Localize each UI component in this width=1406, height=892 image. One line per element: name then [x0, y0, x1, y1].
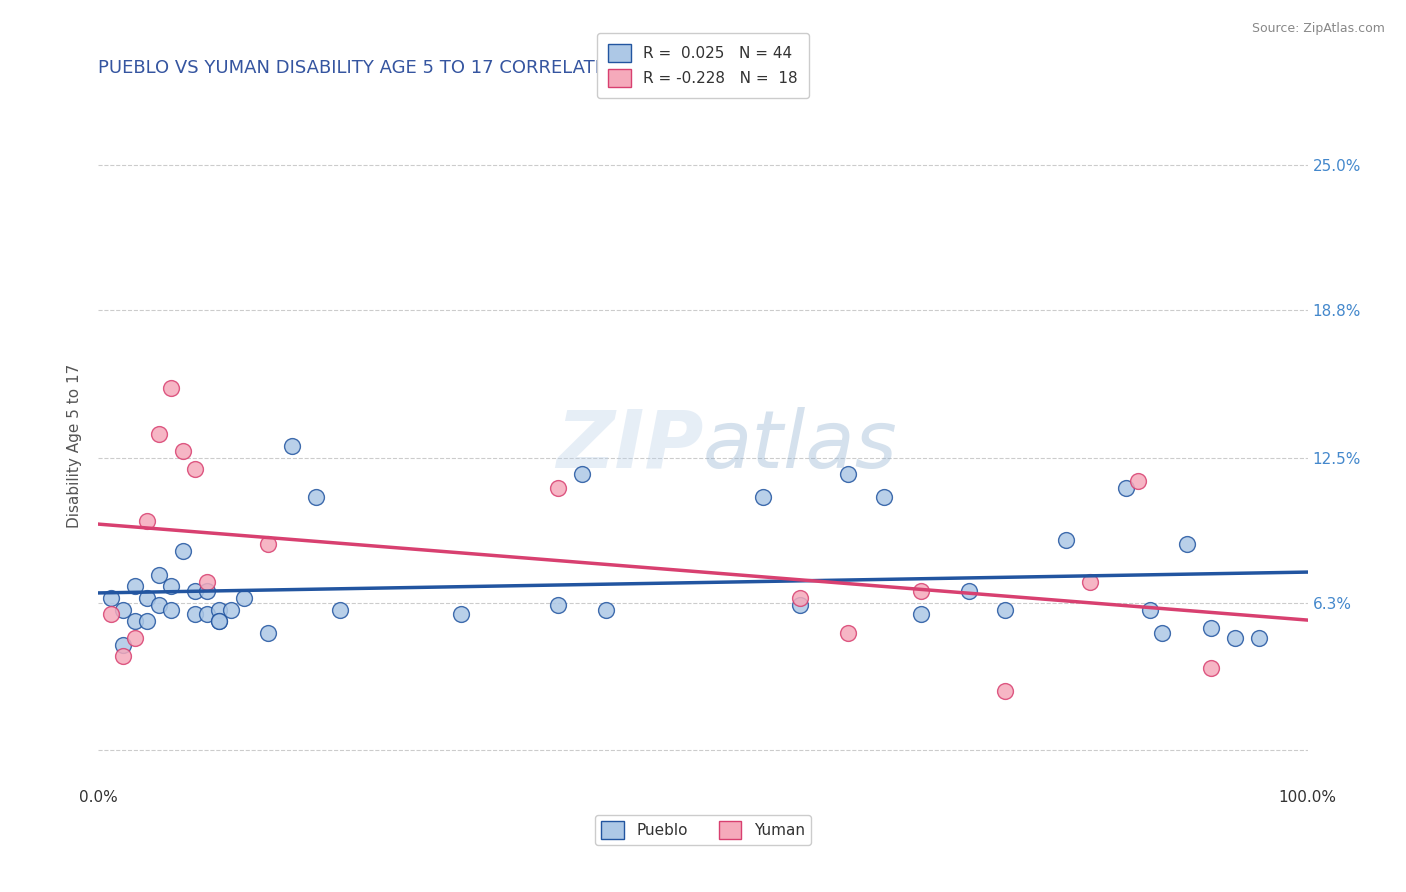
Point — [172, 544, 194, 558]
Legend: Pueblo, Yuman: Pueblo, Yuman — [595, 815, 811, 845]
Point — [135, 514, 157, 528]
Point — [160, 579, 183, 593]
Point — [221, 602, 243, 616]
Point — [957, 583, 980, 598]
Y-axis label: Disability Age 5 to 17: Disability Age 5 to 17 — [67, 364, 83, 528]
Point — [135, 591, 157, 605]
Point — [111, 638, 134, 652]
Point — [571, 467, 593, 481]
Text: ZIP: ZIP — [555, 407, 703, 485]
Point — [789, 598, 811, 612]
Point — [1152, 626, 1174, 640]
Point — [873, 491, 896, 505]
Point — [994, 602, 1017, 616]
Point — [281, 439, 304, 453]
Point — [256, 537, 278, 551]
Point — [547, 598, 569, 612]
Point — [148, 598, 170, 612]
Point — [111, 649, 134, 664]
Point — [232, 591, 254, 605]
Point — [1199, 661, 1222, 675]
Point — [1115, 481, 1137, 495]
Point — [100, 607, 122, 622]
Text: atlas: atlas — [703, 407, 898, 485]
Text: Source: ZipAtlas.com: Source: ZipAtlas.com — [1251, 22, 1385, 36]
Point — [195, 607, 218, 622]
Point — [208, 602, 231, 616]
Point — [172, 443, 194, 458]
Point — [595, 602, 617, 616]
Point — [547, 481, 569, 495]
Point — [148, 427, 170, 442]
Point — [450, 607, 472, 622]
Point — [994, 684, 1017, 698]
Point — [208, 615, 231, 629]
Point — [837, 467, 859, 481]
Point — [184, 462, 207, 476]
Point — [195, 583, 218, 598]
Point — [1199, 621, 1222, 635]
Point — [329, 602, 352, 616]
Point — [124, 615, 146, 629]
Point — [256, 626, 278, 640]
Point — [148, 567, 170, 582]
Point — [910, 583, 932, 598]
Point — [789, 591, 811, 605]
Point — [1223, 631, 1246, 645]
Text: PUEBLO VS YUMAN DISABILITY AGE 5 TO 17 CORRELATION CHART: PUEBLO VS YUMAN DISABILITY AGE 5 TO 17 C… — [98, 59, 695, 77]
Point — [752, 491, 775, 505]
Point — [135, 615, 157, 629]
Point — [837, 626, 859, 640]
Point — [184, 607, 207, 622]
Point — [195, 574, 218, 589]
Point — [1128, 474, 1150, 488]
Point — [160, 602, 183, 616]
Point — [124, 579, 146, 593]
Point — [124, 631, 146, 645]
Point — [305, 491, 328, 505]
Point — [910, 607, 932, 622]
Point — [184, 583, 207, 598]
Point — [1078, 574, 1101, 589]
Point — [1249, 631, 1271, 645]
Point — [1139, 602, 1161, 616]
Point — [160, 380, 183, 394]
Point — [111, 602, 134, 616]
Point — [1175, 537, 1198, 551]
Point — [100, 591, 122, 605]
Point — [208, 615, 231, 629]
Point — [1054, 533, 1077, 547]
